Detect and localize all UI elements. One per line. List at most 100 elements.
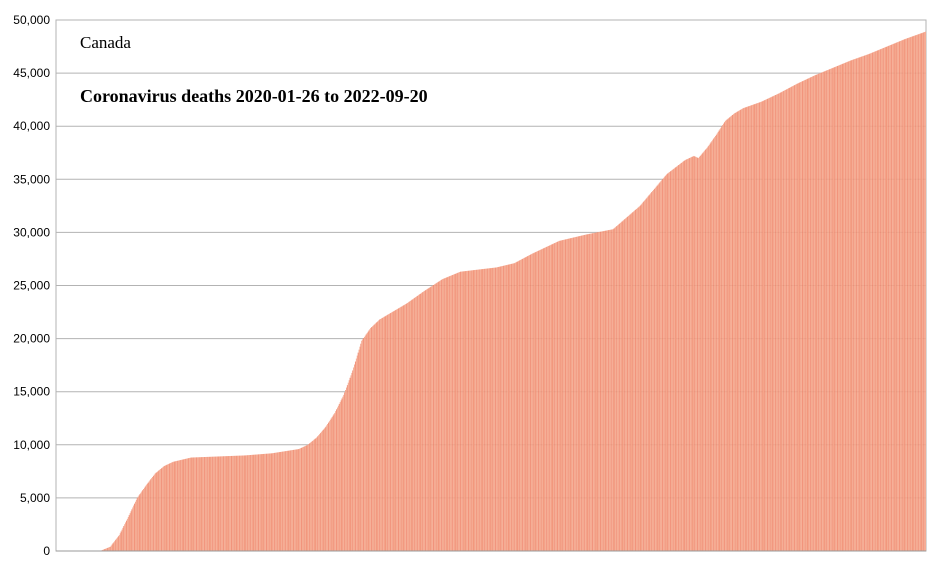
bar bbox=[727, 118, 729, 551]
bar bbox=[883, 47, 885, 552]
y-tick-label: 0 bbox=[43, 544, 50, 558]
bar bbox=[888, 45, 890, 552]
bar bbox=[713, 138, 715, 551]
y-tick-label: 40,000 bbox=[13, 119, 50, 133]
bar bbox=[768, 97, 770, 551]
bar bbox=[862, 56, 864, 552]
bar bbox=[522, 258, 524, 551]
bar bbox=[376, 322, 378, 551]
bar bbox=[827, 70, 829, 552]
bar bbox=[867, 54, 869, 552]
bar bbox=[260, 454, 262, 551]
bar bbox=[890, 44, 892, 551]
bar bbox=[431, 286, 433, 551]
bar bbox=[720, 127, 722, 551]
bar bbox=[614, 227, 616, 551]
bar bbox=[170, 462, 172, 551]
bar bbox=[378, 320, 380, 551]
bar bbox=[594, 232, 596, 551]
bar bbox=[879, 49, 881, 552]
bar bbox=[336, 409, 338, 551]
bar bbox=[869, 53, 871, 552]
bar bbox=[493, 267, 495, 551]
bar bbox=[152, 476, 153, 551]
bar bbox=[542, 248, 544, 552]
bar bbox=[187, 458, 188, 551]
bar bbox=[701, 153, 703, 551]
bar bbox=[301, 447, 303, 551]
bar bbox=[500, 266, 502, 551]
bar bbox=[286, 450, 288, 551]
bar bbox=[885, 46, 887, 552]
bar bbox=[412, 299, 414, 551]
bar bbox=[512, 263, 513, 551]
bar bbox=[609, 229, 611, 551]
bar bbox=[204, 457, 206, 551]
y-axis: 0 5,000 10,000 15,000 20,000 25,000 30,000 35,0… bbox=[13, 13, 50, 558]
bar bbox=[598, 232, 600, 552]
bar bbox=[475, 269, 477, 551]
bar bbox=[221, 456, 223, 551]
bar bbox=[776, 94, 777, 552]
bar bbox=[497, 267, 499, 551]
bar bbox=[456, 273, 458, 551]
bar bbox=[846, 61, 848, 552]
bar bbox=[670, 171, 672, 552]
bar bbox=[723, 123, 724, 552]
bar bbox=[736, 111, 738, 552]
bar bbox=[881, 48, 883, 551]
bar bbox=[457, 272, 459, 551]
bar bbox=[447, 276, 449, 551]
bar bbox=[880, 49, 882, 552]
bar bbox=[622, 220, 624, 551]
bar bbox=[671, 169, 673, 551]
bar bbox=[755, 103, 757, 551]
bar bbox=[527, 256, 529, 551]
bar bbox=[920, 33, 922, 552]
bar bbox=[806, 79, 808, 552]
bar bbox=[169, 463, 171, 551]
bar bbox=[199, 457, 201, 551]
bar bbox=[822, 71, 824, 551]
bar bbox=[295, 449, 297, 551]
bar bbox=[723, 122, 725, 552]
bar bbox=[311, 441, 313, 551]
bar bbox=[322, 429, 324, 551]
bar bbox=[557, 241, 559, 551]
bar bbox=[218, 456, 220, 551]
bar bbox=[445, 277, 447, 551]
bar bbox=[348, 380, 350, 551]
bar bbox=[154, 473, 156, 551]
bar bbox=[250, 454, 252, 551]
bar bbox=[717, 131, 719, 551]
bar bbox=[525, 256, 527, 551]
bar bbox=[253, 454, 255, 551]
bar bbox=[369, 329, 371, 551]
bar bbox=[702, 152, 704, 551]
bar bbox=[325, 426, 327, 551]
bar bbox=[573, 237, 575, 551]
bar bbox=[135, 501, 136, 551]
bar bbox=[631, 212, 633, 552]
bar bbox=[626, 217, 628, 551]
bar bbox=[299, 448, 301, 551]
bar bbox=[165, 465, 167, 551]
bar bbox=[202, 457, 204, 551]
bar bbox=[530, 254, 532, 551]
bar bbox=[864, 55, 865, 551]
bar bbox=[840, 64, 842, 551]
bar bbox=[188, 457, 190, 551]
bar bbox=[661, 180, 663, 552]
bar bbox=[613, 228, 615, 551]
bar bbox=[504, 265, 506, 551]
bar bbox=[749, 105, 751, 552]
bar bbox=[231, 455, 233, 551]
bar bbox=[844, 62, 846, 552]
y-tick-label: 35,000 bbox=[13, 172, 50, 186]
bar bbox=[715, 135, 716, 551]
bar bbox=[590, 233, 592, 551]
bar bbox=[592, 233, 593, 551]
bar bbox=[168, 463, 170, 551]
bar bbox=[515, 262, 517, 551]
bar bbox=[323, 428, 325, 551]
